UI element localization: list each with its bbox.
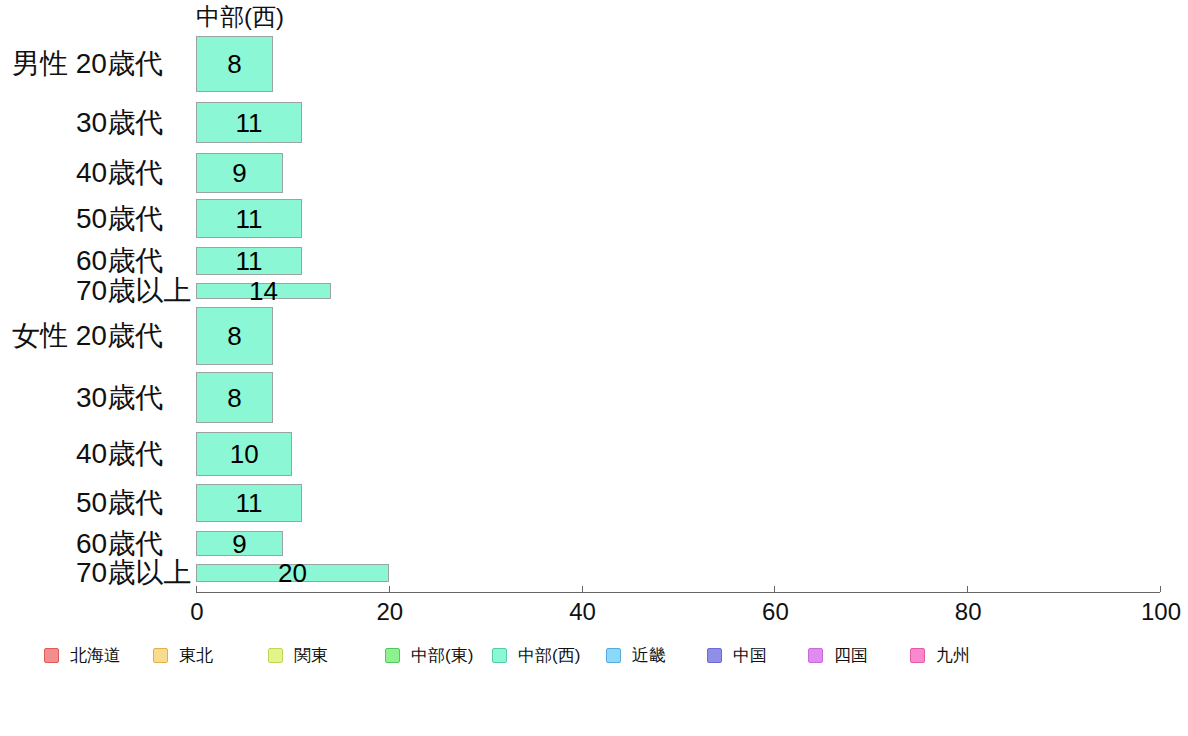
legend-swatch-icon	[606, 648, 621, 663]
category-label: 70歳以上	[76, 559, 191, 587]
x-axis-tick	[582, 586, 583, 592]
legend-label: 中部(西)	[518, 647, 580, 664]
legend-swatch-icon	[153, 648, 168, 663]
legend-label: 近畿	[632, 647, 666, 664]
bar-value-label: 11	[236, 248, 263, 274]
bar-value-label: 8	[227, 385, 241, 411]
x-axis-tick	[1160, 586, 1161, 592]
legend-swatch-icon	[268, 648, 283, 663]
x-axis-tick-label: 40	[569, 600, 596, 624]
bar: 11	[196, 102, 302, 143]
bar-value-label: 14	[249, 278, 278, 304]
x-axis-tick-label: 0	[190, 600, 203, 624]
legend-item[interactable]: 九州	[910, 647, 970, 664]
category-label: 女性 20歳代	[12, 322, 163, 350]
category-label: 30歳代	[76, 109, 163, 137]
chart-title: 中部(西)	[196, 4, 284, 30]
bar-value-label: 9	[232, 531, 246, 557]
bar: 11	[196, 199, 302, 238]
legend-item[interactable]: 近畿	[606, 647, 666, 664]
x-axis-tick	[774, 586, 775, 592]
bar: 20	[196, 564, 389, 582]
bar: 9	[196, 531, 283, 556]
category-label: 40歳代	[76, 440, 163, 468]
bar-value-label: 10	[230, 441, 259, 467]
legend-item[interactable]: 北海道	[44, 647, 121, 664]
x-axis-tick-label: 20	[376, 600, 403, 624]
legend-swatch-icon	[707, 648, 722, 663]
legend-item[interactable]: 中部(西)	[492, 647, 580, 664]
category-label: 50歳代	[76, 205, 163, 233]
bar-value-label: 8	[227, 51, 241, 77]
legend-label: 九州	[936, 647, 970, 664]
legend-item[interactable]: 中部(東)	[385, 647, 473, 664]
category-label: 男性 20歳代	[12, 50, 163, 78]
bar: 11	[196, 484, 302, 522]
bar: 14	[196, 283, 331, 299]
category-label: 60歳代	[76, 247, 163, 275]
legend-item[interactable]: 東北	[153, 647, 213, 664]
legend-label: 中部(東)	[411, 647, 473, 664]
legend-swatch-icon	[808, 648, 823, 663]
legend-item[interactable]: 関東	[268, 647, 328, 664]
x-axis-tick-label: 100	[1141, 600, 1181, 624]
bar-value-label: 8	[227, 323, 241, 349]
legend-label: 中国	[733, 647, 767, 664]
legend-label: 北海道	[70, 647, 121, 664]
category-label: 60歳代	[76, 530, 163, 558]
legend-swatch-icon	[492, 648, 507, 663]
legend-swatch-icon	[385, 648, 400, 663]
legend-item[interactable]: 四国	[808, 647, 868, 664]
bar-value-label: 11	[236, 206, 263, 232]
category-label: 70歳以上	[76, 277, 191, 305]
legend-label: 四国	[834, 647, 868, 664]
bar: 8	[196, 36, 273, 92]
bar: 8	[196, 307, 273, 365]
legend-label: 関東	[294, 647, 328, 664]
bar: 11	[196, 247, 302, 275]
legend-item[interactable]: 中国	[707, 647, 767, 664]
x-axis-tick-label: 80	[955, 600, 982, 624]
bar-chart: 中部(西) 男性 20歳代 8 30歳代 11 40歳代 9 50歳代 11 60歳代 11 70歳…	[0, 0, 1188, 736]
legend-label: 東北	[179, 647, 213, 664]
bar: 8	[196, 372, 273, 423]
bar-value-label: 11	[236, 490, 263, 516]
category-label: 30歳代	[76, 384, 163, 412]
bar-value-label: 9	[232, 160, 246, 186]
x-axis-tick	[389, 586, 390, 592]
bar-value-label: 20	[278, 560, 307, 586]
legend-swatch-icon	[910, 648, 925, 663]
category-label: 40歳代	[76, 159, 163, 187]
x-axis-tick	[967, 586, 968, 592]
legend-swatch-icon	[44, 648, 59, 663]
bar-value-label: 11	[236, 110, 263, 136]
x-axis-tick-label: 60	[762, 600, 789, 624]
category-label: 50歳代	[76, 489, 163, 517]
x-axis-tick	[196, 586, 197, 592]
x-axis-line	[196, 592, 1160, 593]
bar: 9	[196, 153, 283, 193]
bar: 10	[196, 432, 292, 476]
